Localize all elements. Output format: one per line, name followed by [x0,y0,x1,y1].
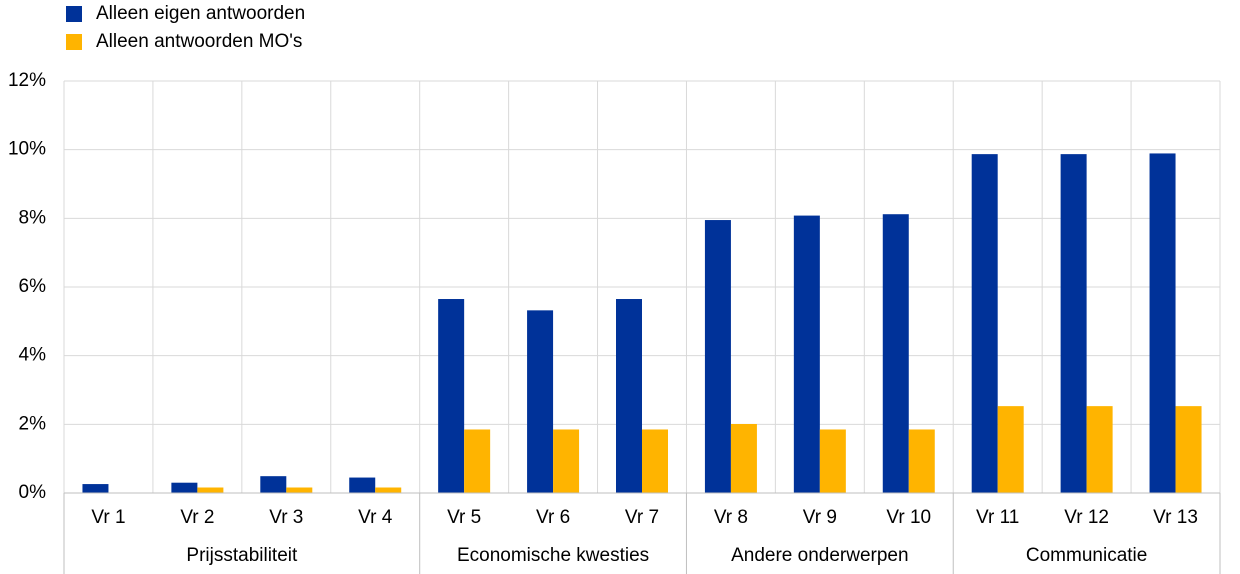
bar [553,429,580,493]
bar [171,482,198,493]
x-tick-label: Vr 4 [358,507,393,528]
x-tick-label: Vr 12 [1064,507,1109,528]
legend-label: Alleen antwoorden MO's [96,31,302,52]
y-tick-label: 8% [19,207,47,228]
bar [1060,154,1087,493]
bar [438,299,465,493]
y-tick-label: 10% [8,139,46,160]
group-label: Communicatie [1026,545,1147,566]
bar [908,429,935,493]
bar [375,487,402,493]
bar [260,476,287,493]
x-tick-label: Vr 2 [180,507,214,528]
y-tick-label: 2% [19,413,47,434]
x-tick-label: Vr 11 [976,507,1019,528]
x-tick-label: Vr 10 [886,507,931,528]
x-tick-label: Vr 9 [803,507,837,528]
bar [704,220,731,494]
x-tick-label: Vr 5 [447,507,481,528]
bar [286,487,313,493]
bar [971,154,998,493]
x-tick-label: Vr 1 [91,507,125,528]
bar [730,423,757,493]
y-tick-label: 6% [19,276,47,297]
x-tick-label: Vr 7 [625,507,659,528]
bar [82,484,109,493]
bar [642,429,668,493]
x-tick-label: Vr 3 [269,507,303,528]
bar [1175,406,1202,493]
bar [882,214,909,494]
bar [997,406,1024,493]
legend-swatch [66,6,82,22]
bar [349,477,376,493]
bar [197,487,224,493]
bar [1149,153,1176,493]
bar [527,310,554,493]
x-tick-label: Vr 8 [714,507,748,528]
bar [819,429,846,493]
y-tick-label: 4% [19,345,47,366]
legend-swatch [66,34,82,50]
bar [793,215,820,493]
x-tick-label: Vr 13 [1153,507,1198,528]
bar [616,299,642,493]
legend-label: Alleen eigen antwoorden [96,3,305,24]
bar [1086,406,1113,493]
y-tick-label: 12% [8,70,46,91]
group-label: Economische kwesties [457,545,649,566]
group-label: Prijsstabiliteit [186,545,298,566]
x-tick-label: Vr 6 [536,507,570,528]
bar [464,429,491,493]
group-label: Andere onderwerpen [731,545,908,566]
y-tick-label: 0% [19,482,47,503]
